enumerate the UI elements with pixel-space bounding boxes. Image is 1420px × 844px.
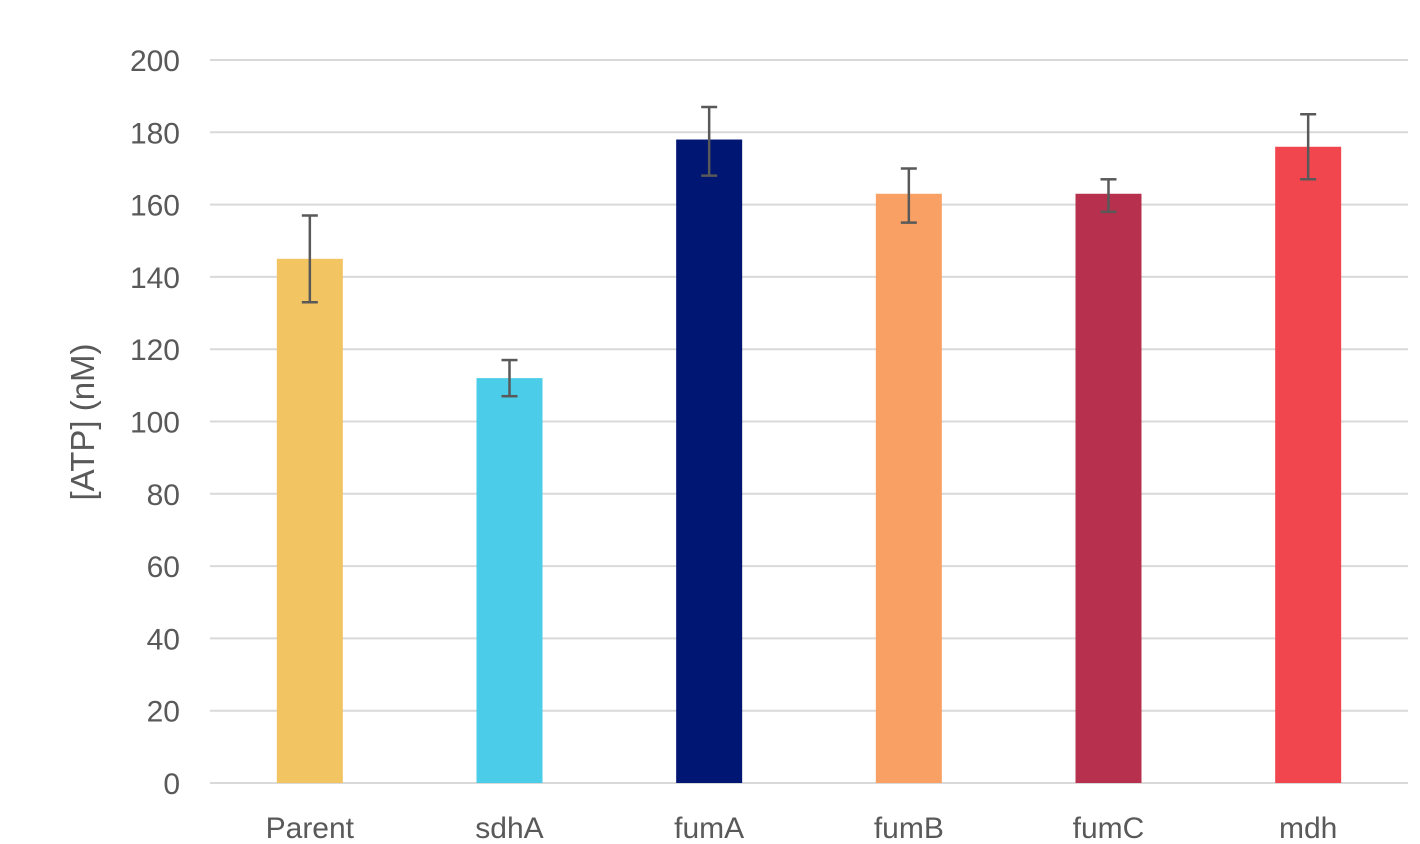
y-tick-label: 120 <box>130 334 180 367</box>
y-tick-label: 60 <box>147 551 180 584</box>
bar-mdh <box>1275 146 1342 783</box>
bar-fumA <box>676 139 743 783</box>
bar-fumC <box>1075 193 1142 783</box>
y-tick-label: 180 <box>130 117 180 150</box>
x-tick-label: mdh <box>1279 812 1337 844</box>
y-axis-title: [ATP] (nM) <box>64 343 101 500</box>
y-tick-label: 80 <box>147 479 180 512</box>
error-bars <box>301 105 1317 398</box>
x-tick-label: fumC <box>1073 812 1145 844</box>
x-axis-tick-labels: Parent sdhA fumA fumB fumC mdh <box>266 812 1338 844</box>
y-tick-label: 160 <box>130 190 180 223</box>
x-tick-label: fumB <box>874 812 944 844</box>
y-axis-tick-labels: 0 20 40 60 80 100 120 140 160 180 200 <box>130 45 180 801</box>
bar-fumB <box>875 193 942 783</box>
y-tick-label: 100 <box>130 407 180 440</box>
y-tick-label: 200 <box>130 45 180 78</box>
gridlines <box>210 59 1408 784</box>
bars <box>276 139 1342 783</box>
bar-sdhA <box>476 378 543 783</box>
x-tick-label: fumA <box>674 812 744 844</box>
y-tick-label: 140 <box>130 262 180 295</box>
bar-Parent <box>276 258 343 783</box>
x-tick-label: sdhA <box>475 812 543 844</box>
y-tick-label: 0 <box>163 768 180 801</box>
x-tick-label: Parent <box>266 812 355 844</box>
y-tick-label: 20 <box>147 696 180 729</box>
y-tick-label: 40 <box>147 623 180 656</box>
